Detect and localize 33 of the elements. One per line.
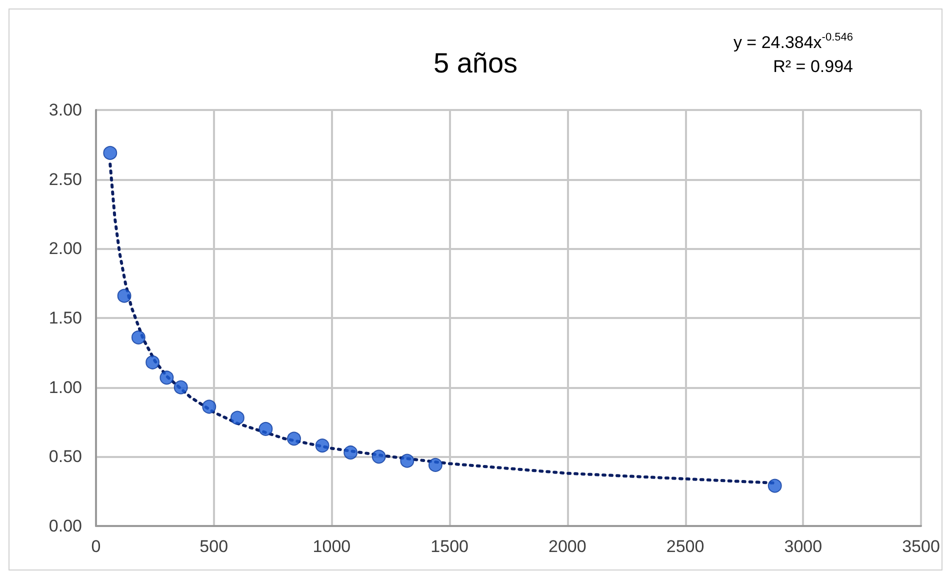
y-tick-label: 2.50 [48,170,82,189]
y-tick-label: 0.50 [48,447,82,466]
x-tick-label: 1000 [312,537,351,556]
x-tick-label: 3500 [902,537,940,556]
text: R² = 0.994 [773,57,854,76]
point [372,450,386,464]
x-tick-label: 2500 [666,537,704,556]
point [146,355,160,370]
y-tick-label: 0.00 [48,516,82,536]
x-tick-label: 1500 [430,537,468,556]
y-tick-label: 3.00 [48,100,82,120]
x-tick-label: 3000 [784,537,822,556]
point [117,288,132,303]
point [103,146,118,160]
point [202,400,216,414]
point [230,410,244,425]
point [344,446,358,460]
x-tick-label: 500 [200,537,228,556]
point [287,432,301,446]
x-tick-label: 0 [91,537,101,556]
chart-title: 5 años [433,48,518,78]
y-tick-label: 2.00 [48,239,82,258]
point [428,458,442,472]
point [400,454,414,468]
x-tick-label: 2000 [548,537,586,556]
point [131,330,146,344]
point [174,380,188,394]
point [160,370,174,385]
point [258,422,273,436]
y-tick-label: 1.00 [48,378,82,397]
point [315,438,330,453]
point [768,478,782,493]
y-tick-label: 1.50 [48,308,82,328]
